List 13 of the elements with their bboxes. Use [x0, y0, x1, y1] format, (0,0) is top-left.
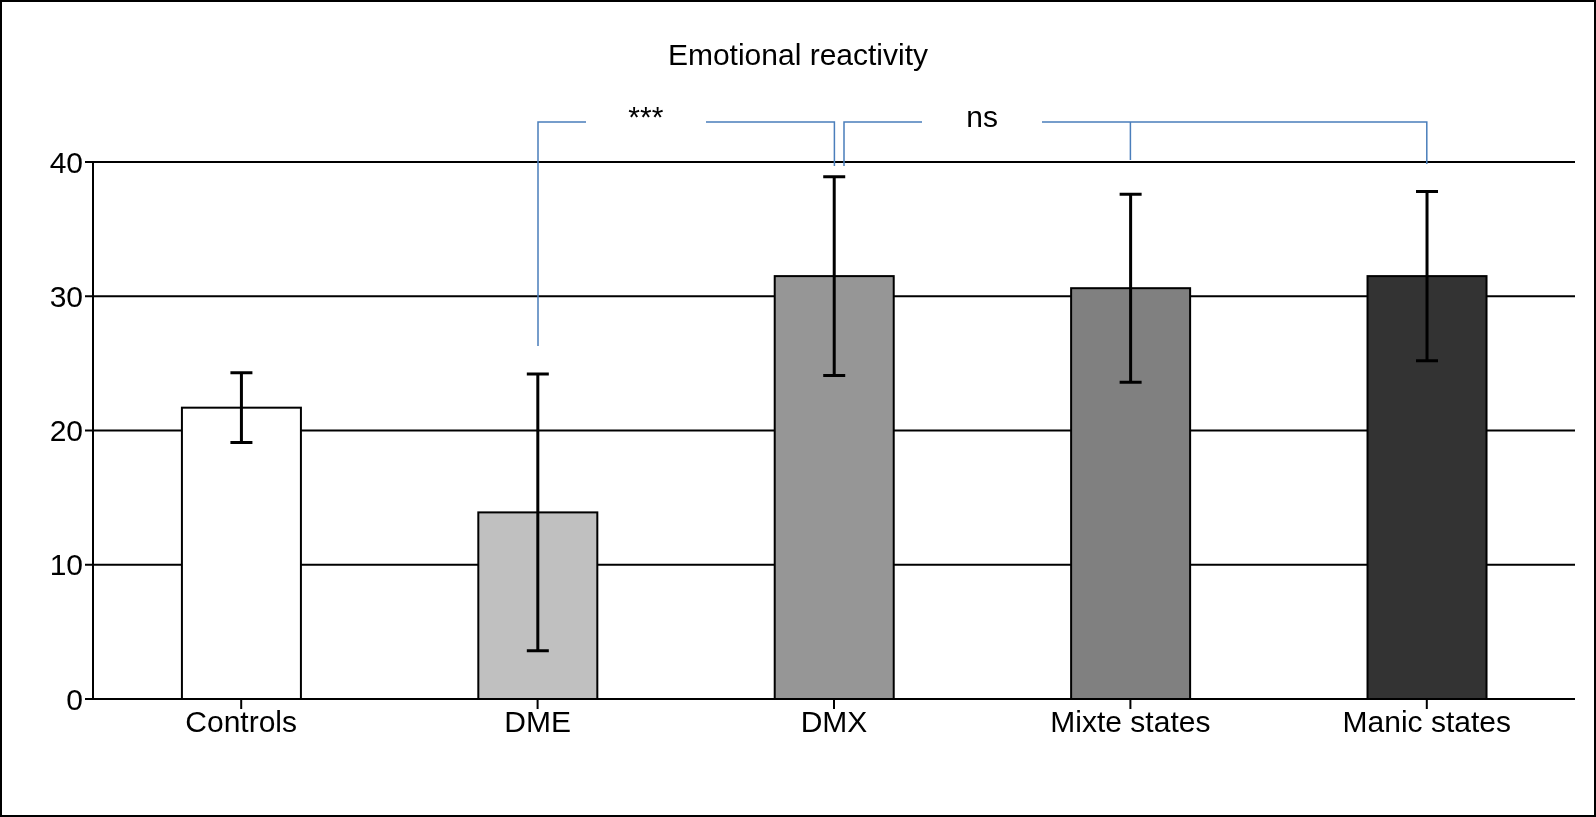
x-tick-label: DMX	[800, 705, 868, 739]
x-tick-label: Controls	[185, 705, 298, 739]
text: ns	[922, 100, 1043, 134]
x-tick-label: Manic states	[1342, 705, 1511, 739]
y-tick-label: 20	[49, 414, 83, 448]
y-tick-label: 10	[49, 548, 83, 582]
text: ***	[585, 100, 706, 134]
chart-title: Emotional reactivity	[666, 38, 930, 72]
y-tick-label: 0	[66, 682, 83, 716]
x-tick-label: DME	[504, 705, 571, 739]
y-tick-label: 40	[49, 145, 83, 179]
y-tick-label: 30	[49, 279, 83, 313]
x-tick-label: Mixte states	[1050, 705, 1211, 739]
